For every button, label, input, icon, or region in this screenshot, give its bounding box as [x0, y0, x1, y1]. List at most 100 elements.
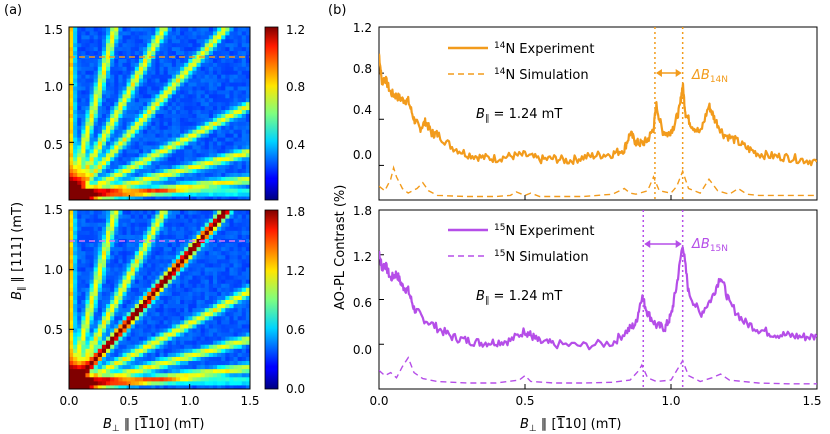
heat-cell	[118, 266, 123, 272]
heat-cell	[97, 340, 103, 345]
heat-cell	[212, 283, 218, 288]
heat-cell	[147, 137, 152, 142]
heat-cell	[143, 168, 148, 173]
heat-cell	[188, 380, 193, 386]
heat-cell	[81, 376, 86, 382]
heat-cell	[93, 376, 99, 382]
heat-cell	[155, 85, 160, 91]
heat-cell	[147, 148, 152, 154]
ytick-a1-0.5: 0.5	[44, 138, 63, 152]
heat-cell	[217, 368, 222, 374]
heat-cell	[196, 210, 202, 215]
heat-cell	[200, 372, 206, 378]
heat-cell	[85, 336, 91, 341]
heat-cell	[204, 66, 210, 71]
heat-cell	[241, 376, 247, 382]
heat-cell	[233, 340, 239, 345]
heat-cell	[134, 352, 140, 357]
heat-cell	[126, 85, 132, 91]
heat-cell	[106, 58, 111, 63]
heat-cell	[89, 210, 95, 215]
heat-cell	[151, 344, 156, 349]
heat-cell	[159, 156, 165, 162]
heat-cell	[196, 258, 202, 264]
heat-cell	[134, 319, 140, 325]
heat-cell	[126, 101, 132, 107]
heat-cell	[110, 101, 115, 107]
heat-cell	[212, 176, 218, 181]
heat-cell	[245, 222, 250, 227]
heat-cell	[184, 299, 189, 305]
heat-cell	[93, 101, 99, 107]
heat-cell	[138, 168, 144, 173]
heat-cell	[237, 27, 243, 32]
heat-cell	[159, 164, 165, 170]
heat-cell	[184, 336, 189, 341]
heat-cell	[155, 38, 160, 44]
heat-cell	[118, 137, 123, 142]
heatmap-top	[69, 27, 250, 200]
heat-cell	[204, 340, 210, 345]
heat-cell	[110, 319, 115, 325]
heat-cell	[192, 137, 198, 142]
heat-cell	[237, 38, 243, 44]
heat-cell	[175, 295, 181, 300]
heat-cell	[151, 85, 156, 91]
heat-cell	[106, 364, 111, 370]
heat-cell	[114, 250, 119, 256]
heat-cell	[143, 327, 148, 333]
heat-cell	[229, 192, 235, 197]
heat-cell	[188, 156, 193, 162]
heat-cell	[171, 323, 177, 329]
heat-cell	[241, 144, 247, 150]
heat-cell	[184, 246, 189, 252]
heat-cell	[97, 168, 103, 173]
heat-cell	[212, 46, 218, 52]
heat-cell	[221, 323, 226, 329]
heat-cell	[192, 93, 198, 99]
heat-cell	[147, 164, 152, 170]
heat-cell	[151, 89, 156, 95]
heat-cell	[208, 38, 214, 44]
heat-cell	[69, 356, 74, 362]
heat-cell	[171, 89, 177, 95]
heat-cell	[221, 58, 226, 63]
heat-cell	[93, 319, 99, 325]
heat-cell	[81, 113, 86, 118]
heat-cell	[212, 141, 218, 146]
heat-cell	[77, 384, 82, 389]
heat-cell	[77, 315, 82, 321]
heat-cell	[81, 160, 86, 166]
heat-cell	[200, 291, 206, 296]
heat-cell	[134, 101, 140, 107]
heat-cell	[69, 246, 74, 252]
heat-cell	[122, 97, 128, 103]
heat-cell	[221, 218, 226, 223]
heat-cell	[130, 27, 136, 32]
heat-cell	[73, 97, 78, 103]
heat-cell	[143, 271, 148, 276]
heat-cell	[221, 336, 226, 341]
heat-cell	[77, 70, 82, 75]
experiment-line	[379, 246, 817, 351]
heat-cell	[184, 42, 189, 48]
heat-cell	[184, 327, 189, 333]
heat-cell	[138, 303, 144, 309]
heat-cell	[221, 85, 226, 91]
heat-cell	[167, 168, 173, 173]
heat-cell	[143, 176, 148, 181]
heat-cell	[101, 46, 107, 52]
heat-cell	[114, 287, 119, 292]
heat-cell	[217, 262, 222, 268]
heat-cell	[221, 101, 226, 107]
heat-cell	[233, 172, 239, 177]
heat-cell	[188, 364, 193, 370]
heat-cell	[114, 113, 119, 118]
heat-cell	[106, 105, 111, 111]
heat-cell	[118, 348, 123, 353]
heat-cell	[159, 152, 165, 158]
heat-cell	[221, 184, 226, 189]
heat-cell	[106, 125, 111, 130]
heat-cell	[200, 180, 206, 185]
heat-cell	[143, 250, 148, 256]
